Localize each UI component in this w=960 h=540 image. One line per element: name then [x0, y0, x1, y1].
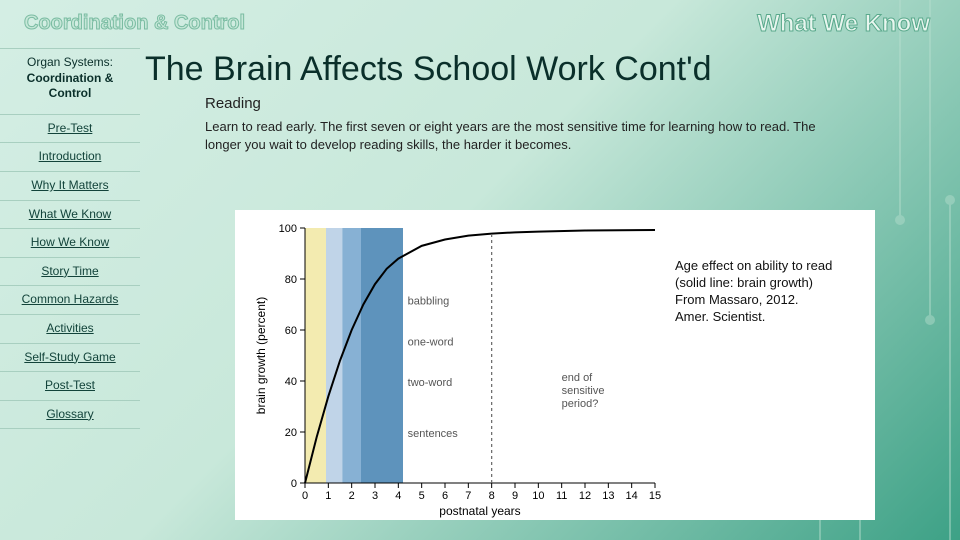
svg-text:100: 100: [279, 223, 297, 235]
svg-text:15: 15: [649, 490, 661, 502]
chart-brain-growth: 0204060801000123456789101112131415postna…: [235, 210, 875, 520]
svg-text:80: 80: [285, 274, 297, 286]
sidebar-item-glossary[interactable]: Glossary: [0, 400, 140, 430]
svg-text:60: 60: [285, 325, 297, 337]
sidebar-item-activities[interactable]: Activities: [0, 314, 140, 343]
svg-text:3: 3: [372, 490, 378, 502]
sidebar-title: Organ Systems: Coordination & Control: [0, 48, 140, 108]
sidebar-item-why[interactable]: Why It Matters: [0, 171, 140, 200]
svg-text:6: 6: [442, 490, 448, 502]
svg-text:40: 40: [285, 376, 297, 388]
svg-text:5: 5: [419, 490, 425, 502]
sidebar-item-selfstudy[interactable]: Self-Study Game: [0, 343, 140, 372]
header-section: What We Know: [757, 10, 930, 38]
page-title: The Brain Affects School Work Cont'd: [145, 50, 940, 89]
svg-text:4: 4: [395, 490, 401, 502]
svg-text:sensitive: sensitive: [562, 385, 605, 397]
svg-text:babbling: babbling: [408, 296, 450, 308]
svg-text:0: 0: [291, 478, 297, 490]
svg-text:7: 7: [465, 490, 471, 502]
svg-text:0: 0: [302, 490, 308, 502]
svg-text:postnatal years: postnatal years: [439, 504, 520, 518]
sidebar-title-line1: Organ Systems:: [4, 55, 136, 71]
svg-text:two-word: two-word: [408, 377, 453, 389]
svg-text:8: 8: [489, 490, 495, 502]
sidebar-item-hazards[interactable]: Common Hazards: [0, 285, 140, 314]
svg-text:Amer. Scientist.: Amer. Scientist.: [675, 309, 765, 324]
header-breadcrumb: Coordination & Control: [24, 12, 245, 35]
svg-text:(solid line: brain growth): (solid line: brain growth): [675, 275, 813, 290]
svg-text:13: 13: [602, 490, 614, 502]
svg-text:12: 12: [579, 490, 591, 502]
svg-text:one-word: one-word: [408, 336, 454, 348]
sidebar-item-pretest[interactable]: Pre-Test: [0, 114, 140, 143]
svg-text:20: 20: [285, 427, 297, 439]
svg-text:9: 9: [512, 490, 518, 502]
sidebar-item-posttest[interactable]: Post-Test: [0, 371, 140, 400]
svg-text:sentences: sentences: [408, 428, 459, 440]
sidebar-title-line2: Coordination & Control: [4, 71, 136, 102]
svg-text:end of: end of: [562, 372, 594, 384]
svg-text:Age effect on ability to read: Age effect on ability to read: [675, 258, 832, 273]
svg-text:11: 11: [556, 490, 567, 502]
sidebar-item-howweknow[interactable]: How We Know: [0, 228, 140, 257]
sidebar-item-whatweknow[interactable]: What We Know: [0, 200, 140, 229]
svg-text:brain growth (percent): brain growth (percent): [254, 297, 268, 414]
svg-text:period?: period?: [562, 398, 599, 410]
sidebar-item-storytime[interactable]: Story Time: [0, 257, 140, 286]
page-body: Learn to read early. The first seven or …: [205, 118, 825, 153]
svg-text:2: 2: [349, 490, 355, 502]
main-content: The Brain Affects School Work Cont'd Rea…: [145, 50, 940, 153]
sidebar-item-introduction[interactable]: Introduction: [0, 142, 140, 171]
sidebar-nav: Organ Systems: Coordination & Control Pr…: [0, 48, 140, 429]
svg-text:14: 14: [626, 490, 638, 502]
svg-text:1: 1: [325, 490, 331, 502]
svg-text:From Massaro, 2012.: From Massaro, 2012.: [675, 292, 799, 307]
svg-text:10: 10: [532, 490, 544, 502]
page-subhead: Reading: [205, 95, 940, 112]
